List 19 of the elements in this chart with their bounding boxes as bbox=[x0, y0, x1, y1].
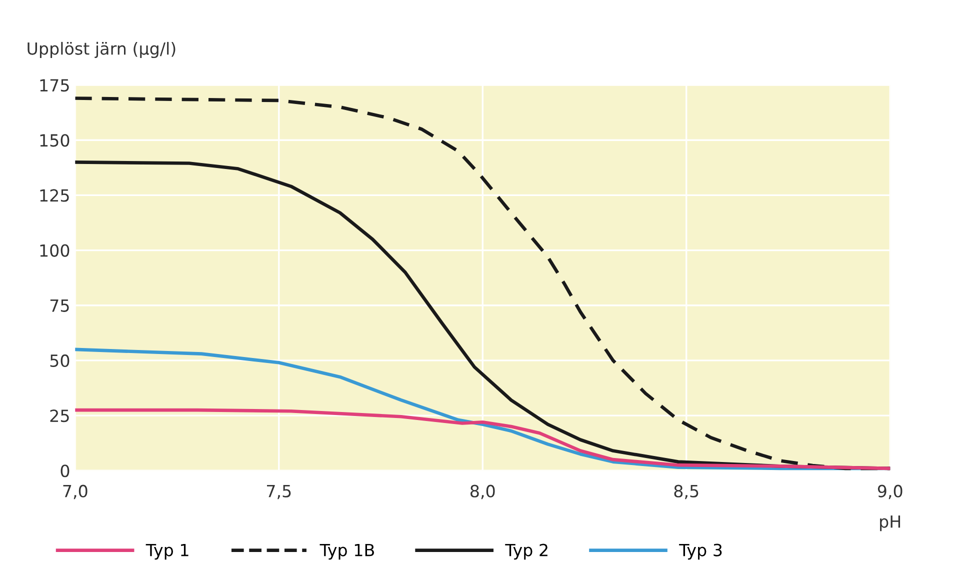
legend-label: Typ 2 bbox=[505, 544, 548, 560]
legend-label: Typ 1B bbox=[320, 544, 374, 560]
y-tick-label: 100 bbox=[40, 244, 70, 257]
y-tick-label: 175 bbox=[40, 79, 69, 92]
y-axis-title: Upplöst järn (µg/l) bbox=[28, 42, 176, 58]
y-tick-label: 150 bbox=[40, 134, 70, 147]
x-tick-label: 8,0 bbox=[470, 484, 495, 500]
x-tick-label: 8,5 bbox=[674, 484, 698, 500]
x-axis-title: pH bbox=[880, 515, 900, 532]
x-tick-label: 9,0 bbox=[878, 484, 902, 500]
legend-label: Typ 1 bbox=[146, 544, 188, 560]
legend-label: Typ 3 bbox=[679, 544, 722, 560]
y-tick-label: 50 bbox=[50, 354, 70, 368]
x-tick-label: 7,0 bbox=[63, 484, 88, 500]
y-tick-label: 25 bbox=[50, 409, 69, 422]
y-tick-label: 75 bbox=[50, 300, 69, 312]
x-tick-label: 7,5 bbox=[267, 485, 291, 500]
y-tick-label: 0 bbox=[60, 464, 70, 478]
y-tick-label: 125 bbox=[40, 189, 69, 202]
